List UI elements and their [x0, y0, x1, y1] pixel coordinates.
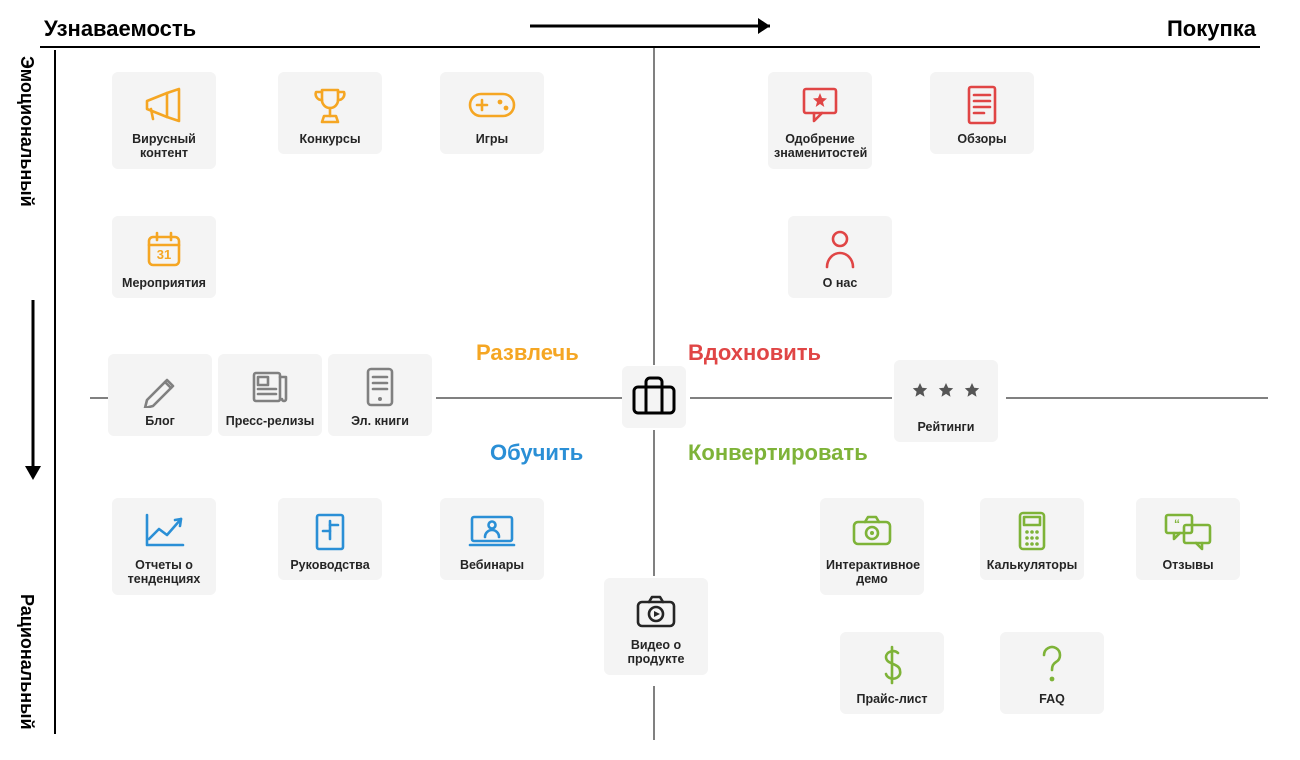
camera-icon — [826, 508, 918, 554]
svg-text:31: 31 — [157, 247, 171, 262]
quadrant-label-entertain: Развлечь — [476, 340, 579, 366]
card-label: Видео о продукте — [610, 638, 702, 667]
card-label: Эл. книги — [334, 414, 426, 428]
content-matrix-diagram: Узнаваемость Покупка Эмоциональный Рацио… — [0, 0, 1300, 760]
card-label: Вебинары — [446, 558, 538, 572]
card-events: 31 Мероприятия — [112, 216, 216, 298]
v-axis-segment — [653, 686, 655, 740]
top-axis-arrow-icon — [530, 14, 780, 38]
quadrant-label-educate: Обучить — [490, 440, 583, 466]
axis-label-purchase: Покупка — [1167, 16, 1256, 42]
v-axis-segment — [653, 430, 655, 576]
calculator-icon — [986, 508, 1078, 554]
axis-label-awareness: Узнаваемость — [44, 16, 196, 42]
card-viral: Вирусный контент — [112, 72, 216, 169]
guidebook-icon — [284, 508, 376, 554]
quotes-icon: “ — [1142, 508, 1234, 554]
briefcase-icon — [628, 372, 680, 418]
card-contests: Конкурсы — [278, 72, 382, 154]
card-label: Игры — [446, 132, 538, 146]
calendar-icon: 31 — [118, 226, 210, 272]
center-briefcase-card — [622, 366, 686, 428]
card-label: Отчеты о тенденциях — [118, 558, 210, 587]
quadrant-label-inspire: Вдохновить — [688, 340, 821, 366]
card-label: Мероприятия — [118, 276, 210, 290]
card-label: Руководства — [284, 558, 376, 572]
card-press: Пресс-релизы — [218, 354, 322, 436]
card-ratings: Рейтинги — [894, 360, 998, 442]
card-calc: Калькуляторы — [980, 498, 1084, 580]
card-label: Вирусный контент — [118, 132, 210, 161]
svg-text:“: “ — [1174, 517, 1180, 531]
card-prodvideo: Видео о продукте — [604, 578, 708, 675]
card-label: FAQ — [1006, 692, 1098, 706]
card-celeb: Одобрение знаменитостей — [768, 72, 872, 169]
card-demo: Интерактивное демо — [820, 498, 924, 595]
gamepad-icon — [446, 82, 538, 128]
v-axis-segment — [653, 48, 655, 365]
h-axis-segment — [690, 397, 892, 399]
trophy-icon — [284, 82, 376, 128]
ereader-icon — [334, 364, 426, 410]
megaphone-icon — [118, 82, 210, 128]
card-faq: FAQ — [1000, 632, 1104, 714]
h-axis-segment — [1006, 397, 1268, 399]
linechart-icon — [118, 508, 210, 554]
card-testimonials: “ Отзывы — [1136, 498, 1240, 580]
question-icon — [1006, 642, 1098, 688]
card-label: Пресс-релизы — [224, 414, 316, 428]
card-guides: Руководства — [278, 498, 382, 580]
card-label: Калькуляторы — [986, 558, 1078, 572]
card-label: Конкурсы — [284, 132, 376, 146]
card-about: О нас — [788, 216, 892, 298]
card-price: Прайс-лист — [840, 632, 944, 714]
card-label: Одобрение знаменитостей — [774, 132, 866, 161]
axis-label-emotional: Эмоциональный — [16, 56, 37, 207]
card-webinars: Вебинары — [440, 498, 544, 580]
h-axis-segment — [90, 397, 108, 399]
card-ebooks: Эл. книги — [328, 354, 432, 436]
camera-play-icon — [610, 588, 702, 634]
card-label: Рейтинги — [900, 420, 992, 434]
card-trends: Отчеты о тенденциях — [112, 498, 216, 595]
doc-lines-icon — [936, 82, 1028, 128]
card-label: Обзоры — [936, 132, 1028, 146]
card-reviews: Обзоры — [930, 72, 1034, 154]
card-label: Отзывы — [1142, 558, 1234, 572]
person-icon — [794, 226, 886, 272]
webinar-icon — [446, 508, 538, 554]
dollar-icon — [846, 642, 938, 688]
axis-label-rational: Рациональный — [16, 594, 37, 730]
card-games: Игры — [440, 72, 544, 154]
left-axis-arrow-icon — [22, 300, 44, 480]
quadrant-label-convert: Конвертировать — [688, 440, 868, 466]
card-label: Блог — [114, 414, 206, 428]
stars3-icon — [900, 370, 992, 416]
h-axis-segment — [436, 397, 622, 399]
newspaper-icon — [224, 364, 316, 410]
card-label: О нас — [794, 276, 886, 290]
card-label: Интерактивное демо — [826, 558, 918, 587]
card-label: Прайс-лист — [846, 692, 938, 706]
pencil-icon — [114, 364, 206, 410]
star-bubble-icon — [774, 82, 866, 128]
card-blog: Блог — [108, 354, 212, 436]
